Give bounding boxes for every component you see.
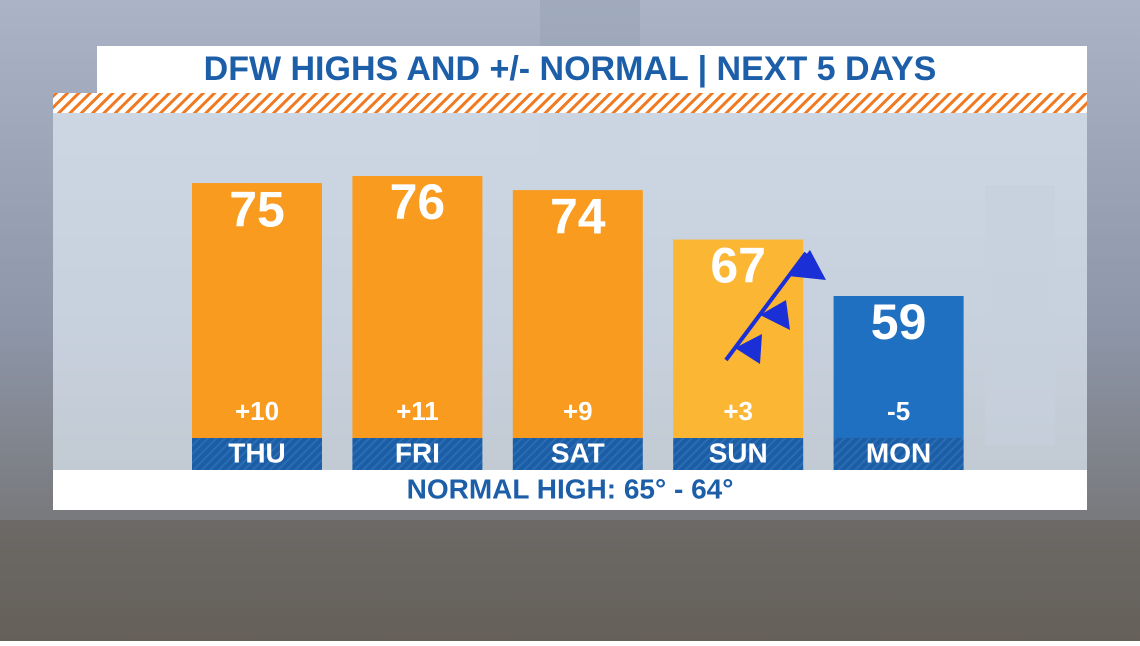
- footer-box: [53, 470, 1087, 510]
- chart-title: DFW HIGHS AND +/- NORMAL | NEXT 5 DAYS: [204, 50, 937, 88]
- bar: [673, 239, 804, 438]
- day-strip: [352, 438, 483, 470]
- x-tick-label: MON: [866, 437, 931, 468]
- departure-label: +3: [723, 396, 753, 426]
- day-strip: [833, 438, 964, 470]
- x-tick-label: SUN: [709, 437, 768, 468]
- value-label: 67: [710, 238, 766, 294]
- day-strip: [673, 438, 804, 470]
- front-triangle: [760, 300, 790, 330]
- footer: NORMAL HIGH: 65° - 64°: [407, 473, 734, 504]
- value-label: 76: [390, 174, 446, 230]
- departure-label: +9: [563, 396, 593, 426]
- bar: [192, 183, 322, 438]
- value-label: 74: [550, 188, 606, 244]
- departure-label: +10: [235, 396, 279, 426]
- bar: [512, 190, 643, 438]
- title-box: [97, 46, 1087, 94]
- departure-label: +11: [396, 396, 439, 426]
- departure-label: -5: [887, 396, 910, 426]
- bar: [833, 296, 964, 438]
- value-label: 59: [871, 294, 927, 350]
- day-strip: [192, 438, 322, 470]
- cold-front: [724, 250, 826, 364]
- front-triangle: [735, 334, 762, 364]
- front-triangle: [788, 250, 826, 280]
- title-stripe: [53, 93, 1087, 113]
- bar: [352, 176, 483, 438]
- day-strip: [512, 438, 643, 470]
- city: [0, 520, 1140, 641]
- value-label: 75: [229, 181, 285, 237]
- x-tick-label: FRI: [395, 437, 440, 468]
- x-tick-label: THU: [228, 437, 286, 468]
- x-tick-label: SAT: [551, 437, 605, 468]
